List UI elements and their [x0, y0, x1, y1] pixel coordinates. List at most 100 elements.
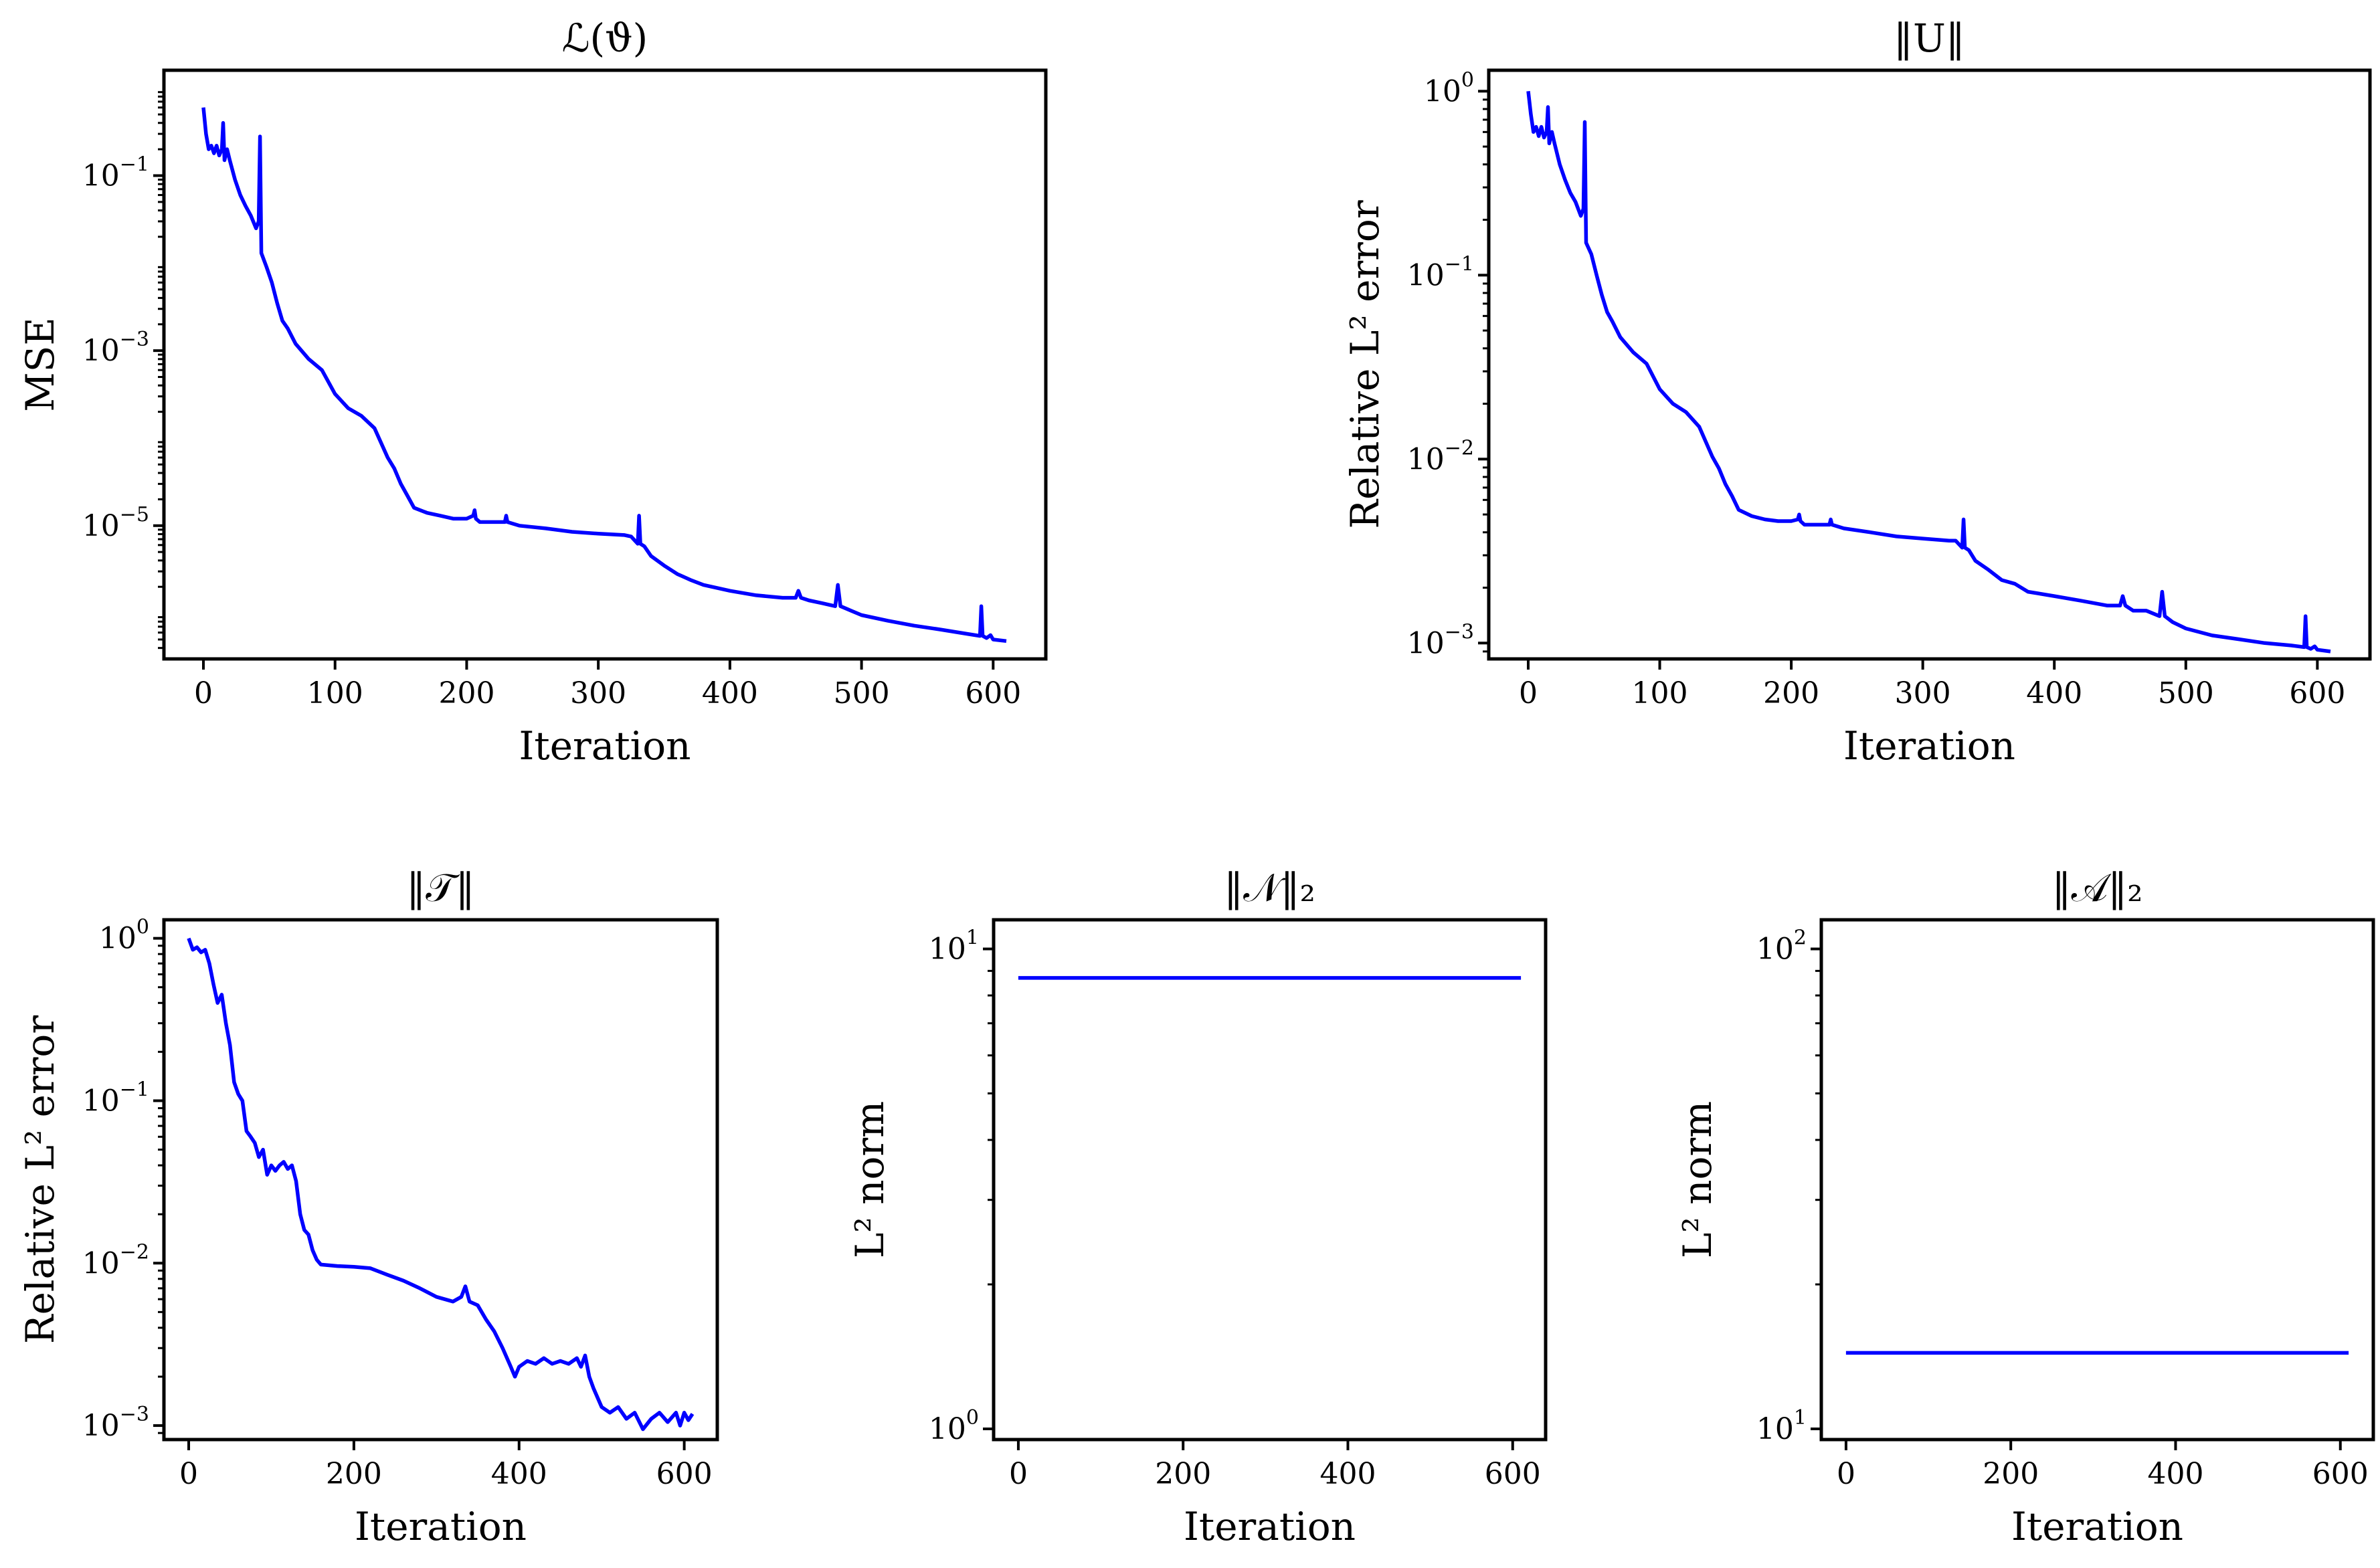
chart-4-ytick-label: 100 [929, 1406, 979, 1446]
chart-2-xlabel: Iteration [1843, 723, 2015, 769]
chart-2-xtick-label: 200 [1763, 676, 1819, 710]
chart-2-ytick-base: 10 [1407, 626, 1445, 660]
chart-3-ytick-label: 10−1 [82, 1078, 149, 1118]
chart-3-xtick-label: 200 [326, 1457, 382, 1491]
chart-1-xtick-label: 500 [834, 676, 890, 710]
chart-2-ytick-label: 10−1 [1407, 252, 1474, 292]
chart-1-ytick-exp: −1 [120, 153, 149, 177]
chart-2-ytick-base: 10 [1407, 442, 1445, 476]
chart-1-ytick-label: 10−3 [82, 328, 149, 368]
chart-1-xtick-label: 300 [570, 676, 626, 710]
chart-3-series-1 [187, 937, 695, 1432]
chart-2-ytick-label: 10−3 [1407, 620, 1474, 660]
chart-4-xlabel: Iteration [1184, 1504, 1356, 1549]
chart-1-ytick-base: 10 [82, 334, 120, 368]
chart-1-ytick-exp: −5 [120, 503, 149, 526]
chart-3-ytick-label: 10−3 [82, 1403, 149, 1443]
chart-3-ytick-exp: −1 [120, 1078, 149, 1101]
chart-3-ylabel: Relative L² error [17, 1015, 63, 1344]
chart-3-ytick-exp: 0 [136, 916, 149, 939]
chart-2-xtick-label: 500 [2158, 676, 2214, 710]
chart-4-ytick-exp: 0 [966, 1406, 979, 1430]
chart-2-ytick-exp: −2 [1445, 436, 1474, 460]
chart-3-xlabel: Iteration [355, 1504, 527, 1549]
chart-1-xtick-label: 200 [438, 676, 494, 710]
chart-2-xtick-label: 600 [2289, 676, 2345, 710]
chart-2-ytick-base: 10 [1424, 74, 1461, 108]
chart-5-xtick-label: 0 [1837, 1457, 1855, 1491]
chart-2-xtick-label: 100 [1632, 676, 1688, 710]
chart-3-xtick-label: 600 [656, 1457, 713, 1491]
chart-2-ytick-exp: −1 [1445, 252, 1474, 276]
chart-4-frame [992, 918, 1548, 1442]
chart-2-ytick-exp: 0 [1461, 68, 1474, 92]
chart-4-xtick-label: 0 [1009, 1457, 1028, 1491]
chart-1-xtick-label: 400 [702, 676, 758, 710]
chart-3: ‖𝒯‖0 200 400 60010010−110−210−3IterationRel… [17, 865, 719, 1549]
chart-1-ytick-label: 10−1 [82, 153, 149, 193]
chart-4-title: ‖𝒩‖₂ [1224, 865, 1315, 910]
chart-5-xtick-label: 600 [2312, 1457, 2369, 1491]
chart-3-ytick-label: 100 [99, 916, 149, 956]
chart-2-xtick-label: 300 [1895, 676, 1951, 710]
chart-5-ylabel: L² norm [1675, 1101, 1720, 1258]
chart-2-series-1 [1526, 90, 2331, 654]
chart-4-ytick-base: 10 [929, 1412, 966, 1446]
chart-3-frame [162, 918, 719, 1442]
chart-1-series-1 [201, 107, 1007, 644]
chart-5-xlabel: Iteration [2011, 1504, 2183, 1549]
chart-3-ytick-base: 10 [82, 1084, 120, 1118]
chart-5-frame [1819, 918, 2375, 1442]
chart-3-ytick-base: 10 [82, 1409, 120, 1443]
chart-5-ytick-exp: 1 [1794, 1406, 1807, 1430]
chart-3-ytick-label: 10−2 [82, 1240, 149, 1280]
chart-2-ytick-label: 10−2 [1407, 436, 1474, 476]
chart-4-ylabel: L² norm [847, 1101, 893, 1258]
chart-3-xtick-label: 0 [179, 1457, 198, 1491]
chart-4-xtick-label: 200 [1155, 1457, 1211, 1491]
chart-2-title: ‖U‖ [1894, 15, 1965, 61]
chart-4-ytick-label: 101 [929, 926, 979, 967]
chart-1-ylabel: MSE [17, 317, 63, 411]
chart-2: ‖U‖0 100 200 300 400 500 60010010−110−210−3Ite… [1342, 15, 2372, 769]
chart-4-xtick-label: 600 [1485, 1457, 1541, 1491]
chart-1-xtick-label: 100 [307, 676, 363, 710]
chart-1-xtick-label: 600 [965, 676, 1021, 710]
chart-1: ℒ(ϑ)0 100 200 300 400 500 60010−110−310−5Itera… [17, 15, 1048, 769]
chart-3-ytick-exp: −2 [120, 1240, 149, 1264]
chart-5-ytick-label: 101 [1756, 1406, 1807, 1446]
chart-5-ytick-label: 102 [1756, 926, 1807, 967]
chart-2-ytick-base: 10 [1407, 258, 1445, 292]
chart-2-frame [1487, 68, 2372, 661]
chart-2-xtick-label: 0 [1519, 676, 1538, 710]
chart-5-ytick-base: 10 [1756, 1412, 1794, 1446]
chart-1-ytick-label: 10−5 [82, 503, 149, 543]
chart-2-ytick-label: 100 [1424, 68, 1474, 108]
chart-2-ytick-exp: −3 [1445, 620, 1474, 644]
chart-1-frame [162, 68, 1048, 661]
chart-4-ytick-base: 10 [929, 933, 966, 967]
chart-1-title: ℒ(ϑ) [562, 15, 648, 61]
chart-1-ytick-exp: −3 [120, 328, 149, 351]
chart-1-ytick-base: 10 [82, 509, 120, 543]
chart-3-xtick-label: 400 [491, 1457, 547, 1491]
chart-1-ytick-base: 10 [82, 159, 120, 193]
chart-5-xtick-label: 200 [1983, 1457, 2039, 1491]
chart-4-xtick-label: 400 [1319, 1457, 1376, 1491]
chart-2-ylabel: Relative L² error [1342, 200, 1388, 528]
chart-2-xtick-label: 400 [2026, 676, 2082, 710]
chart-5-title: ‖𝒜‖₂ [2051, 865, 2142, 910]
chart-3-ytick-base: 10 [82, 1246, 120, 1280]
chart-3-title: ‖𝒯‖ [406, 865, 474, 910]
chart-5-ytick-exp: 2 [1794, 926, 1807, 950]
chart-1-xlabel: Iteration [519, 723, 691, 769]
chart-5-xtick-label: 400 [2147, 1457, 2203, 1491]
chart-5-ytick-base: 10 [1756, 933, 1794, 967]
chart-3-ytick-exp: −3 [120, 1403, 149, 1426]
chart-1-xtick-label: 0 [194, 676, 213, 710]
chart-3-ytick-base: 10 [99, 922, 136, 956]
chart-4-ytick-exp: 1 [966, 926, 979, 950]
